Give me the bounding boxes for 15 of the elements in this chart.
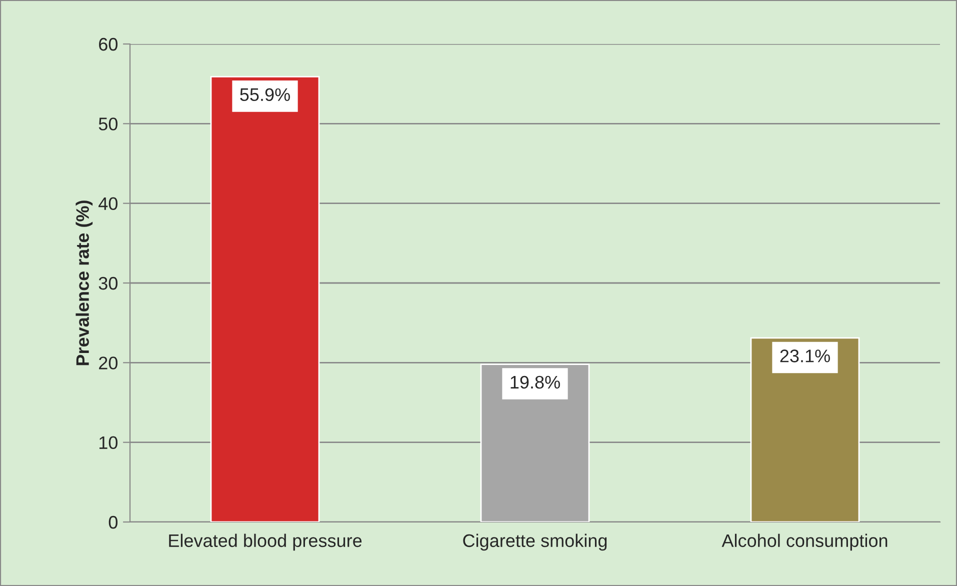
y-tick-label: 60 [99, 38, 118, 51]
data-label: 23.1% [780, 350, 830, 362]
y-tick-label: 40 [98, 197, 118, 210]
x-tick-label: Alcohol consumption [722, 534, 888, 551]
x-tick-label: Cigarette smoking [463, 534, 607, 551]
y-tick-label: 30 [98, 276, 118, 290]
x-tick-label: Elevated blood pressure [169, 534, 362, 551]
y-tick-label: 10 [99, 436, 118, 450]
y-tick-label: 20 [99, 356, 118, 370]
data-label: 19.8% [510, 376, 560, 389]
y-tick-label: 50 [98, 118, 118, 130]
y-tick-label: 0 [108, 516, 118, 529]
bar [210, 76, 320, 522]
y-axis-title: Prevalence rate (%) [76, 200, 93, 366]
data-label: 55.9% [240, 88, 290, 102]
